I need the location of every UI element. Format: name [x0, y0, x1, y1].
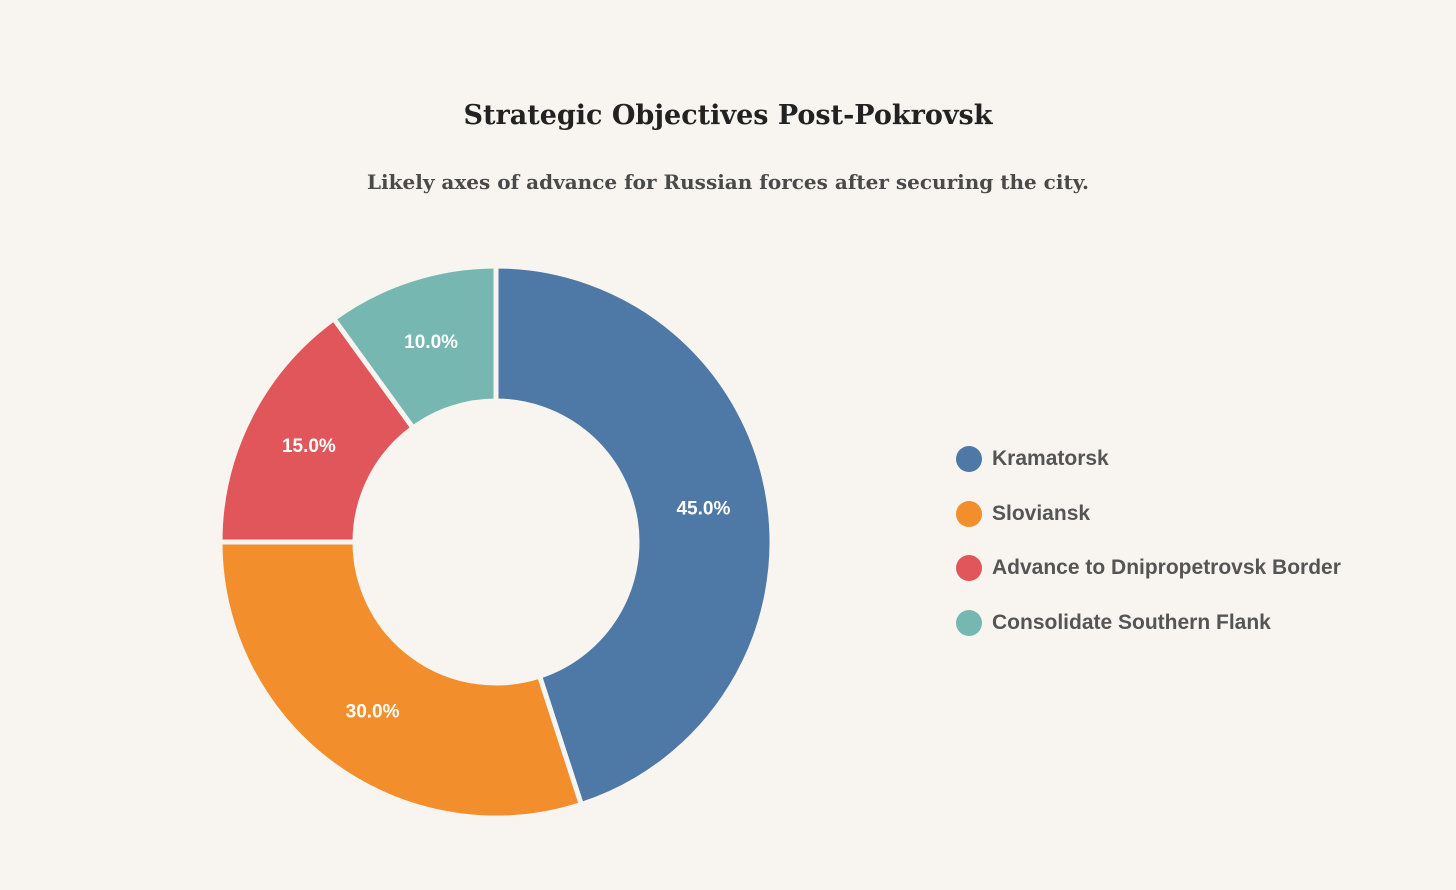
donut-slice-kramatorsk[interactable] [493, 263, 775, 807]
legend-swatch [956, 609, 982, 636]
slice-value-label: 30.0% [346, 701, 400, 722]
donut-slice-sloviansk[interactable] [217, 539, 584, 821]
donut-slice-advance-to-dnipropetrovsk-border[interactable] [217, 316, 416, 545]
legend-swatch [956, 446, 982, 472]
legend-item[interactable]: Sloviansk [956, 499, 1341, 529]
donut-slice-consolidate-southern-flank[interactable] [331, 263, 499, 431]
chart-title: Strategic Objectives Post-Pokrovsk [463, 100, 993, 131]
legend-label: Advance to Dnipropetrovsk Border [992, 556, 1341, 579]
legend-item[interactable]: Consolidate Southern Flank [956, 608, 1341, 638]
slice-value-label: 10.0% [404, 332, 458, 353]
chart-subtitle: Likely axes of advance for Russian force… [366, 170, 1089, 194]
legend-label: Kramatorsk [992, 447, 1109, 470]
legend-swatch [956, 555, 982, 581]
chart-legend: Kramatorsk Sloviansk Advance to Dnipropetr… [956, 444, 1341, 662]
legend-label: Consolidate Southern Flank [992, 610, 1271, 634]
legend-item[interactable]: Kramatorsk [956, 444, 1341, 474]
donut-slices [217, 263, 775, 821]
legend-item[interactable]: Advance to Dnipropetrovsk Border [956, 553, 1341, 583]
slice-value-label: 15.0% [282, 436, 336, 457]
legend-swatch [956, 500, 982, 527]
donut-slice-labels: 45.0% 30.0% 15.0% 10.0% [282, 332, 731, 723]
slice-value-label: 45.0% [676, 499, 730, 520]
legend-label: Sloviansk [992, 501, 1091, 525]
